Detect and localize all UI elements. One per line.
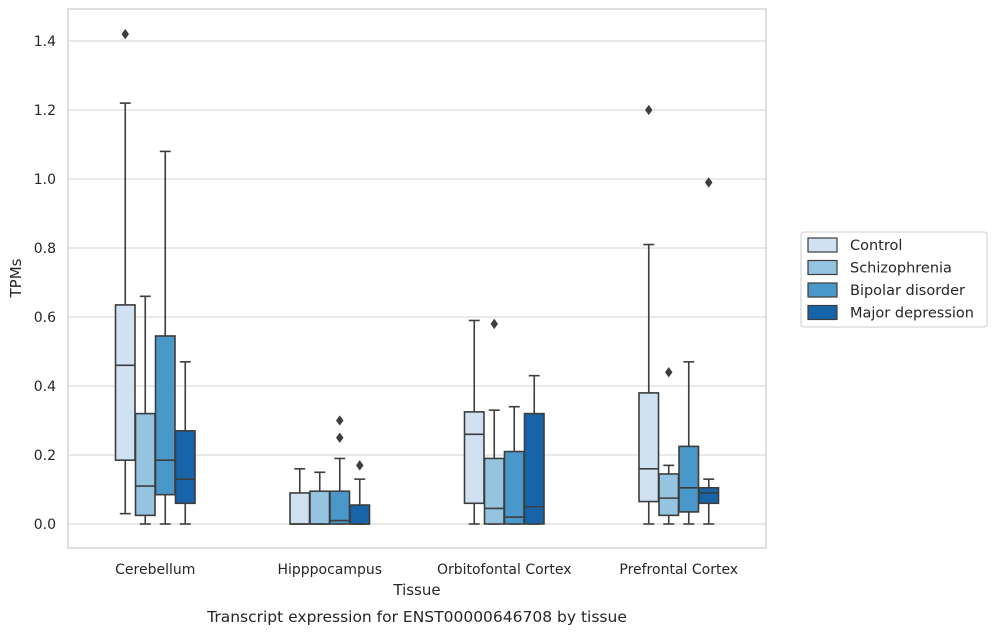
- y-tick-label: 0.8: [34, 241, 56, 257]
- box-body: [638, 392, 660, 503]
- category-group: [463, 318, 545, 525]
- x-tick-label: Hipppocampus: [277, 562, 382, 578]
- box: [463, 319, 485, 525]
- box-body: [349, 504, 371, 525]
- box-body: [154, 335, 176, 496]
- legend-label: Schizophrenia: [850, 261, 952, 277]
- x-tick-label: Cerebellum: [115, 562, 195, 578]
- box: [503, 405, 525, 525]
- category-group: [638, 104, 720, 525]
- figure-caption: Transcript expression for ENST0000064670…: [206, 608, 627, 626]
- y-tick-label: 1.4: [34, 34, 56, 50]
- box-groups: [114, 28, 720, 525]
- legend-swatch: [807, 237, 838, 253]
- outlier-point: [490, 318, 498, 330]
- box: [289, 467, 311, 525]
- box: [658, 367, 680, 525]
- box-body: [523, 412, 545, 525]
- box: [678, 361, 700, 525]
- legend-label: Control: [850, 238, 902, 254]
- box: [174, 361, 196, 525]
- outlier-point: [645, 104, 653, 116]
- legend-item: Bipolar disorder: [807, 282, 965, 299]
- legend-swatch: [807, 259, 838, 276]
- box-body: [678, 445, 700, 513]
- box: [114, 28, 136, 515]
- category-group: [289, 415, 371, 525]
- y-tick-label: 0.6: [34, 310, 56, 326]
- x-tick-labels: Cerebellum Hipppocampus Orbitofontal Corte…: [115, 562, 738, 578]
- y-tick-label: 1.0: [34, 172, 56, 188]
- x-tick-label: Orbitofontal Cortex: [437, 562, 572, 578]
- box: [349, 460, 371, 525]
- outlier-point: [336, 415, 344, 426]
- box: [309, 471, 331, 525]
- box-body: [698, 486, 720, 505]
- box-body: [503, 450, 525, 525]
- legend-item: Major depression: [807, 304, 974, 322]
- y-tick-label: 0.0: [34, 517, 56, 533]
- box: [483, 318, 505, 525]
- box: [134, 295, 156, 525]
- box-body: [114, 304, 136, 461]
- box-body: [309, 490, 331, 525]
- x-axis-label: Tissue: [392, 581, 440, 599]
- y-tick-label: 1.2: [34, 103, 56, 119]
- box-body: [658, 473, 680, 517]
- box-body: [463, 411, 485, 505]
- box-body: [174, 430, 196, 505]
- outlier-point: [336, 432, 344, 443]
- category-group: [114, 28, 196, 525]
- legend-swatch: [807, 304, 838, 321]
- box-body: [134, 412, 156, 517]
- legend-item: Schizophrenia: [807, 259, 952, 277]
- y-tick-label: 0.4: [34, 379, 56, 395]
- y-tick-labels: 0.0 0.2 0.4 0.6 0.8 1.0 1.2 1.4: [34, 34, 56, 533]
- legend-label: Bipolar disorder: [850, 283, 965, 299]
- legend-swatch: [807, 282, 838, 298]
- x-tick-label: Prefrontal Cortex: [619, 562, 738, 578]
- legend-label: Major depression: [850, 306, 974, 322]
- legend-item: Control: [807, 237, 902, 254]
- y-tick-label: 0.2: [34, 448, 56, 464]
- outlier-point: [121, 28, 129, 40]
- outlier-point: [665, 367, 673, 378]
- box: [698, 177, 720, 525]
- outlier-point: [356, 460, 364, 471]
- box-body: [329, 490, 351, 525]
- outlier-point: [705, 177, 713, 188]
- box: [154, 150, 176, 525]
- legend-frame: [800, 231, 988, 328]
- box-body: [289, 492, 311, 525]
- box: [329, 415, 351, 525]
- box-body: [483, 457, 505, 525]
- plot-frame: [67, 8, 767, 549]
- box: [638, 104, 660, 525]
- legend: Control Schizophrenia Bipolar disorder Majo…: [800, 231, 988, 328]
- box: [523, 374, 545, 525]
- y-axis-label: TPMs: [7, 258, 25, 298]
